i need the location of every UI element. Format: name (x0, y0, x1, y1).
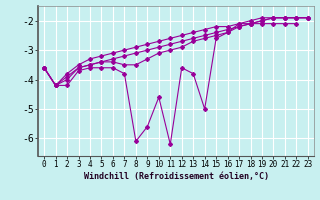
X-axis label: Windchill (Refroidissement éolien,°C): Windchill (Refroidissement éolien,°C) (84, 172, 268, 181)
